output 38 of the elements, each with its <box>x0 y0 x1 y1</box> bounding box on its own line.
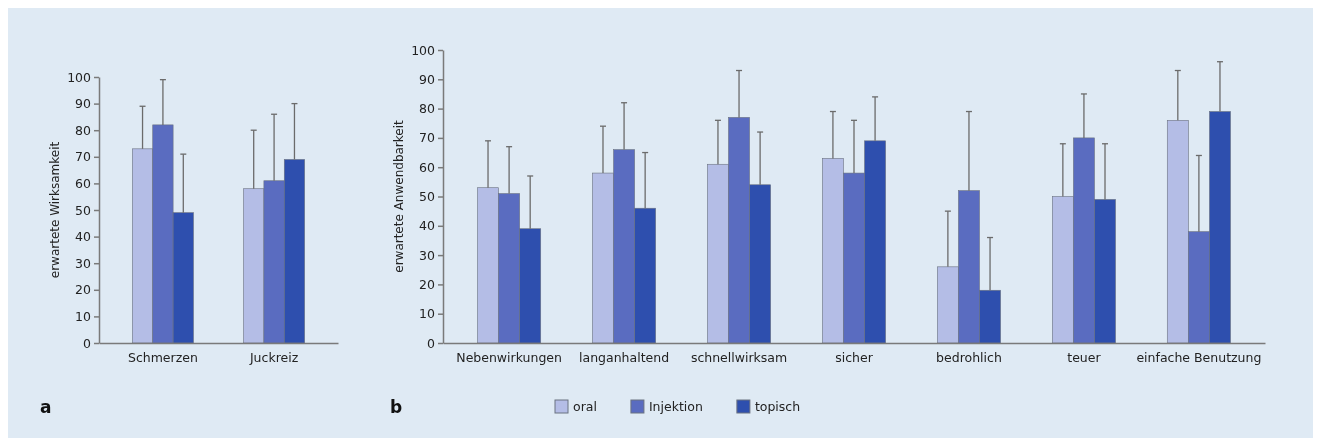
x-tick-label: sicher <box>835 349 874 365</box>
y-tick-label: 30 <box>419 247 436 263</box>
x-tick-label: Juckreiz <box>248 349 299 365</box>
y-tick-label: 50 <box>419 189 436 204</box>
y-tick-label: 10 <box>419 306 436 322</box>
y-tick-label: 40 <box>419 218 436 234</box>
y-tick-label: 20 <box>75 282 92 298</box>
x-tick-label: schnellwirksam <box>690 349 788 365</box>
x-tick-label: Schmerzen <box>127 349 198 365</box>
x-tick-label: bedrohlich <box>936 349 1002 365</box>
y-tick-label: 10 <box>75 308 92 324</box>
legend-label: oral <box>573 399 597 414</box>
x-tick-label: teuer <box>1067 349 1102 365</box>
y-tick-label: 70 <box>419 130 436 146</box>
y-tick-label: 0 <box>83 335 92 351</box>
y-axis-title: erwartete Anwendbarkeit <box>392 119 406 273</box>
y-tick-label: 70 <box>75 149 92 165</box>
y-tick-label: 100 <box>67 69 92 85</box>
x-tick-label: langanhaltend <box>579 349 670 365</box>
x-tick-label: einfache Benutzung <box>1136 349 1262 365</box>
y-tick-label: 50 <box>75 202 92 218</box>
x-tick-label: Nebenwirkungen <box>456 349 562 365</box>
y-tick-label: 20 <box>419 276 436 292</box>
y-tick-label: 0 <box>427 335 436 351</box>
y-tick-label: 30 <box>75 255 92 271</box>
legend-label: Injektion <box>648 399 703 414</box>
text: a <box>40 397 52 417</box>
y-tick-label: 60 <box>75 175 92 191</box>
text: b <box>390 397 403 417</box>
y-tick-label: 60 <box>419 159 436 175</box>
y-axis-title: erwartete Wirksamkeit <box>48 141 62 279</box>
y-tick-label: 90 <box>75 96 92 112</box>
legend-label: topisch <box>754 399 801 414</box>
y-tick-label: 80 <box>419 101 436 117</box>
y-tick-label: 90 <box>419 71 436 87</box>
y-tick-label: 40 <box>75 229 92 245</box>
y-tick-label: 80 <box>75 122 92 138</box>
y-tick-label: 100 <box>411 42 436 58</box>
